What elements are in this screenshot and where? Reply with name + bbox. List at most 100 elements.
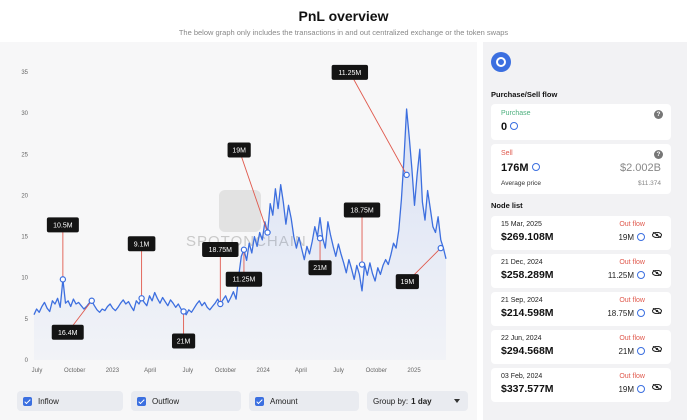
- node-amount-row: 18.75M: [607, 308, 645, 318]
- token-icon: [637, 270, 645, 279]
- annotation-point: [240, 246, 248, 253]
- node-amount: 18.75M: [607, 309, 634, 318]
- inflow-toggle[interactable]: Inflow: [17, 391, 123, 411]
- amount-toggle[interactable]: Amount: [249, 391, 359, 411]
- annotation-point: [217, 300, 224, 308]
- outflow-toggle[interactable]: Outflow: [131, 391, 241, 411]
- purchase-value: 0: [501, 121, 508, 133]
- node-item[interactable]: 21 Sep, 2024 $214.598M Out flow 18.75M: [491, 292, 671, 326]
- group-by-label: Group by:: [373, 396, 409, 406]
- page-subtitle: The below graph only includes the transa…: [178, 28, 509, 37]
- node-amount: 19M: [618, 385, 634, 394]
- node-flow: Out flow: [619, 297, 645, 304]
- annotation-point: [316, 235, 324, 242]
- annotation-label: 16.4M: [58, 330, 78, 337]
- node-flow: Out flow: [619, 221, 645, 228]
- sidebar: Purchase/Sell flow Purchase ? 0 Sell ? 1…: [483, 42, 687, 420]
- annotation-point: [403, 171, 410, 179]
- annotation-point: [437, 244, 444, 252]
- eye-off-icon[interactable]: [652, 270, 662, 276]
- x-tick-label: July: [182, 368, 193, 374]
- series-area: [34, 109, 446, 360]
- node-amount-row: 19M: [618, 232, 645, 242]
- token-icon: [637, 232, 645, 241]
- node-item[interactable]: 03 Feb, 2024 $337.577M Out flow 19M: [491, 368, 671, 402]
- annotation-label: 19M: [232, 147, 246, 154]
- annotation-box: [308, 260, 332, 276]
- node-date: 21 Sep, 2024: [501, 297, 543, 304]
- sell-usd-value: $2.002B: [620, 162, 661, 174]
- inflow-label: Inflow: [38, 396, 59, 406]
- token-icon: [637, 346, 645, 355]
- token-icon: [531, 163, 540, 172]
- x-tick-label: October: [215, 368, 236, 374]
- annotation-label: 10.5M: [53, 222, 73, 229]
- group-by-select[interactable]: Group by: 1 day: [367, 391, 468, 411]
- y-tick-label: 15: [21, 235, 28, 241]
- node-value: $214.598M: [501, 307, 554, 319]
- node-item[interactable]: 21 Dec, 2024 $258.289M Out flow 11.25M: [491, 254, 671, 288]
- token-icon: [637, 308, 645, 317]
- amount-label: Amount: [270, 396, 298, 406]
- sell-value-row: 176M: [501, 162, 540, 174]
- node-flow: Out flow: [619, 259, 645, 266]
- eye-off-icon[interactable]: [652, 232, 662, 238]
- node-value: $294.568M: [501, 345, 554, 357]
- annotation-point: [264, 229, 271, 236]
- y-tick-label: 20: [21, 193, 28, 199]
- annotation-box: [46, 217, 79, 233]
- node-item[interactable]: 22 Jun, 2024 $294.568M Out flow 21M: [491, 330, 671, 364]
- chart-controls: Inflow Outflow Amount Group by: 1 day: [0, 378, 477, 420]
- node-value: $337.577M: [501, 383, 554, 395]
- annotation-label: 9.1M: [134, 241, 150, 248]
- annotation-box: [343, 202, 381, 218]
- checkbox-icon: [23, 396, 32, 406]
- eye-off-icon[interactable]: [652, 346, 662, 352]
- avg-price-label: Average price: [501, 180, 541, 187]
- node-amount-row: 19M: [618, 384, 645, 394]
- x-tick-label: October: [64, 368, 85, 374]
- page-title: PnL overview: [298, 8, 389, 24]
- node-date: 15 Mar, 2025: [501, 221, 542, 228]
- help-icon[interactable]: ?: [654, 150, 663, 159]
- purchase-card: Purchase ? 0: [491, 104, 671, 140]
- annotation-box: [127, 236, 156, 252]
- purchase-value-row: 0: [501, 121, 519, 133]
- node-amount-row: 11.25M: [608, 270, 645, 280]
- node-date: 22 Jun, 2024: [501, 335, 542, 342]
- annotation-point: [59, 276, 67, 283]
- purchase-sell-title: Purchase/Sell flow: [491, 90, 558, 99]
- y-tick-label: 5: [25, 317, 29, 323]
- annotation-point: [180, 308, 187, 315]
- eye-off-icon[interactable]: [652, 308, 662, 314]
- x-tick-label: 2023: [106, 368, 120, 374]
- node-amount: 19M: [618, 233, 634, 242]
- token-icon: [510, 122, 519, 131]
- annotation-box: [171, 333, 196, 349]
- annotation-label: 21M: [177, 338, 191, 345]
- node-item[interactable]: 15 Mar, 2025 $269.108M Out flow 19M: [491, 216, 671, 250]
- y-tick-label: 25: [21, 152, 28, 158]
- node-value: $258.289M: [501, 269, 554, 281]
- annotation-box: [51, 324, 84, 340]
- annotation-label: 11.25M: [338, 70, 361, 77]
- annotation-point: [88, 297, 95, 304]
- help-icon[interactable]: ?: [654, 110, 663, 119]
- annotation-box: [225, 271, 263, 287]
- annotation-label: 18.75M: [350, 208, 374, 215]
- watermark-logo-icon: [219, 190, 261, 232]
- eye-off-icon[interactable]: [652, 384, 662, 390]
- y-tick-label: 10: [21, 276, 28, 282]
- chevron-down-icon: [454, 399, 460, 403]
- annotation-connector: [349, 72, 408, 176]
- annotation-box: [227, 142, 251, 158]
- x-tick-label: October: [366, 368, 387, 374]
- y-tick-label: 35: [21, 70, 28, 76]
- node-amount: 21M: [618, 347, 634, 356]
- token-logo-icon: [491, 52, 511, 72]
- annotation-label: 21M: [313, 265, 327, 272]
- sell-card: Sell ? 176M $2.002B Average price $11.37…: [491, 144, 671, 194]
- group-by-value: 1 day: [411, 396, 432, 406]
- node-amount-row: 21M: [618, 346, 645, 356]
